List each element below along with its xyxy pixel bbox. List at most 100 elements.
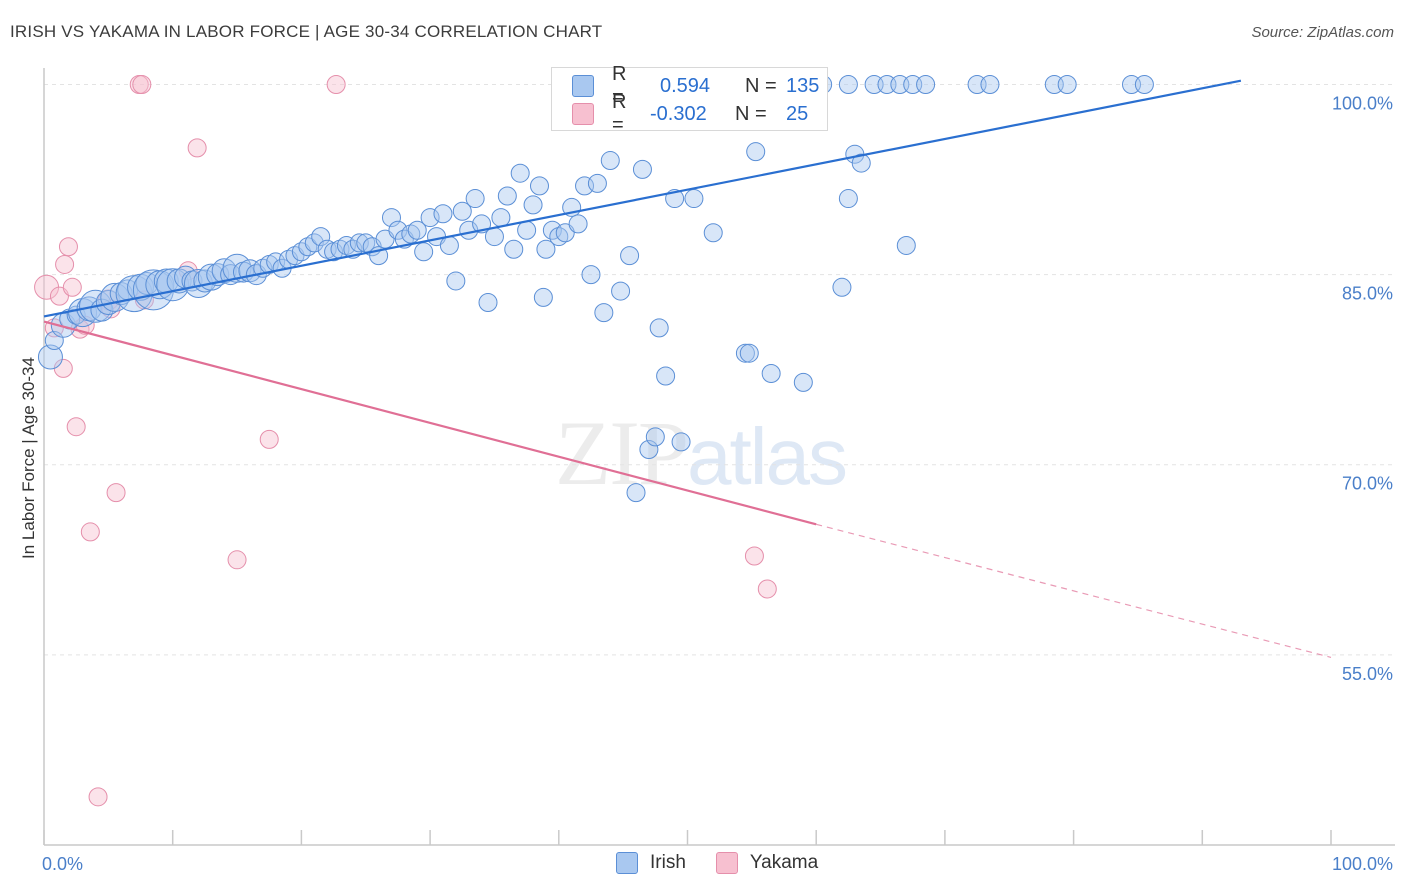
irish-point [600, 151, 620, 171]
x-tick-label: 100.0% [1332, 854, 1393, 874]
watermark-zip: ZIP [555, 402, 689, 504]
yakama-r-label: R = [612, 91, 627, 136]
chart-title: IRISH VS YAKAMA IN LABOR FORCE | AGE 30-… [10, 22, 603, 41]
watermark-atlas: atlas [687, 412, 848, 501]
irish-point [37, 344, 63, 370]
irish-point [594, 303, 614, 323]
yakama-point [106, 483, 126, 503]
x-tick-label: 0.0% [42, 854, 83, 874]
irish-point [656, 366, 676, 386]
yakama-legend-label: Yakama [749, 852, 819, 873]
irish-point [838, 189, 858, 209]
irish-point [510, 163, 530, 183]
y-tick-label: 70.0% [1342, 474, 1393, 494]
irish-point [832, 277, 852, 297]
irish-point [517, 220, 537, 240]
irish-point [838, 74, 858, 94]
irish-point [684, 189, 704, 209]
irish-point [1057, 74, 1077, 94]
yakama-points [34, 74, 777, 807]
irish-point [433, 204, 453, 224]
irish-point [851, 153, 871, 173]
irish-point [903, 74, 923, 94]
yakama-point [62, 277, 82, 297]
irish-point [739, 343, 759, 363]
legend-item-irish[interactable]: Irish [616, 852, 686, 874]
yakama-n-label: N = [735, 102, 767, 125]
yakama-swatch [572, 103, 594, 125]
irish-point [793, 372, 813, 392]
irish-point [1134, 74, 1154, 94]
yakama-point [757, 579, 777, 599]
irish-point [626, 483, 646, 503]
irish-point [980, 74, 1000, 94]
irish-point [611, 281, 631, 301]
source-label: Source: ZipAtlas.com [1251, 24, 1394, 41]
irish-point [523, 195, 543, 215]
irish-trend-line [43, 79, 1242, 318]
irish-point [478, 292, 498, 312]
irish-point [529, 176, 549, 196]
irish-point [311, 227, 331, 247]
irish-legend-swatch [616, 852, 638, 874]
gridlines [44, 83, 1395, 656]
stats-legend: R = 0.594 N = 135 R = -0.302 N = 25 [551, 63, 828, 136]
series-legend: Irish Yakama [616, 852, 848, 874]
y-tick-label: 100.0% [1332, 93, 1393, 113]
irish-point [568, 214, 588, 234]
irish-point [896, 235, 916, 255]
y-tick-labels: 100.0% 85.0% 70.0% 55.0% [1332, 93, 1393, 683]
irish-point [484, 227, 504, 247]
yakama-trend-line [43, 320, 817, 526]
irish-swatch [572, 75, 594, 97]
yakama-point [55, 254, 75, 274]
irish-point [877, 74, 897, 94]
irish-point [864, 74, 884, 94]
yakama-point [259, 429, 279, 449]
yakama-point [132, 74, 152, 94]
yakama-point [58, 237, 78, 257]
irish-point [703, 223, 723, 243]
irish-point [1044, 74, 1064, 94]
irish-point [497, 186, 517, 206]
irish-point [645, 427, 665, 447]
irish-point [639, 440, 659, 460]
irish-point [414, 242, 434, 262]
yakama-point [326, 74, 346, 94]
yakama-legend-swatch [715, 852, 738, 874]
irish-point [761, 363, 781, 383]
axes [43, 68, 1395, 846]
y-tick-label: 85.0% [1342, 284, 1393, 304]
legend-row-yakama: R = -0.302 N = 25 [572, 91, 826, 136]
irish-n-value: 135 [786, 74, 820, 97]
irish-point [349, 233, 369, 253]
trend-lines [43, 79, 1332, 658]
irish-point [533, 287, 553, 307]
yakama-point [227, 550, 247, 570]
irish-legend-label: Irish [650, 852, 686, 873]
irish-point [967, 74, 987, 94]
irish-point [890, 74, 910, 94]
yakama-point [66, 417, 86, 437]
irish-r-value: 0.594 [660, 74, 711, 97]
legend-item-yakama[interactable]: Yakama [715, 852, 819, 874]
irish-point [446, 271, 466, 291]
irish-r-label: R = [612, 63, 627, 108]
irish-point [581, 265, 601, 285]
irish-point [439, 235, 459, 255]
yakama-point [187, 138, 207, 158]
irish-point [587, 173, 607, 193]
irish-point [649, 318, 669, 338]
irish-point [746, 142, 766, 162]
irish-point [491, 208, 511, 228]
yakama-r-value: -0.302 [650, 102, 707, 125]
irish-point [536, 239, 556, 259]
irish-point [420, 208, 440, 228]
yakama-point [88, 787, 108, 807]
irish-point [620, 246, 640, 266]
yakama-point [80, 522, 100, 542]
irish-point [504, 239, 524, 259]
irish-point [465, 189, 485, 209]
irish-point [671, 432, 691, 452]
